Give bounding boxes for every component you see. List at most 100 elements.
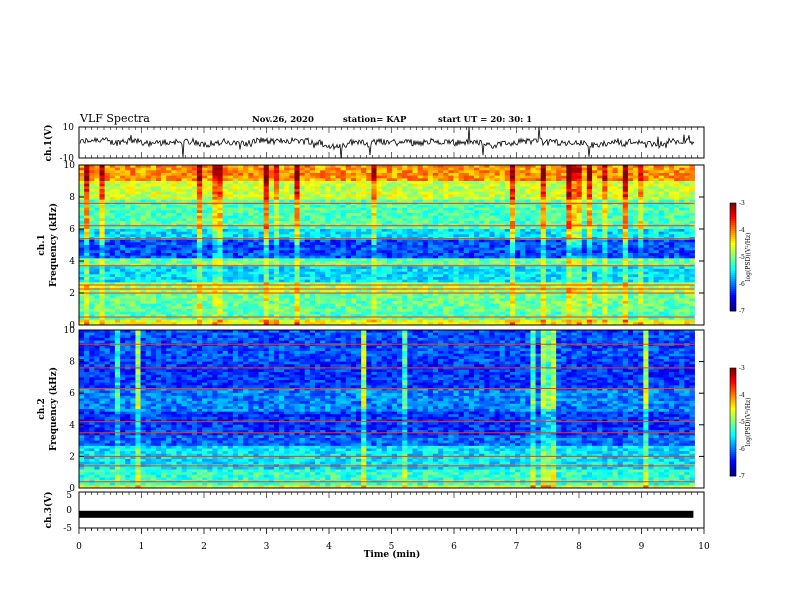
spectrogram-cell: [243, 167, 249, 171]
spectrogram-cell: [427, 266, 434, 270]
spectrogram-cell: [366, 194, 372, 198]
spectrogram-cell: [479, 239, 485, 243]
spectrogram-cell: [391, 271, 398, 275]
spectrogram-cell: [540, 229, 547, 232]
spectrogram-cell: [273, 247, 280, 251]
spectrogram-cell: [202, 247, 208, 251]
spectrogram-cell: [212, 229, 218, 232]
spectrogram-cell: [684, 231, 690, 235]
spectrogram-cell: [556, 173, 562, 176]
spectrogram-cell: [145, 258, 152, 262]
spectrogram-cell: [648, 178, 654, 182]
spectrogram-cell: [114, 274, 121, 278]
spectrogram-cell: [494, 266, 500, 270]
spectrogram-cell: [125, 213, 131, 216]
spectrogram-cell: [458, 207, 465, 211]
spectrogram-cell: [530, 266, 536, 270]
spectrogram-cell: [130, 247, 136, 251]
spectrogram-cell: [222, 175, 229, 179]
spectrogram-cell: [432, 234, 439, 238]
spectrogram-cell: [679, 218, 685, 222]
spectrogram-cell: [212, 186, 218, 190]
spectrogram-cell: [150, 218, 157, 222]
spectrogram-cell: [371, 229, 377, 232]
spectrogram-cell: [617, 271, 624, 275]
spectrogram-cell: [120, 226, 126, 230]
spectrogram-cell: [402, 197, 408, 200]
spectrogram-cell: [561, 247, 567, 251]
spectrogram-cell: [253, 173, 259, 176]
spectrogram-cell: [581, 165, 588, 168]
spectrogram-cell: [448, 231, 454, 235]
spectrogram-cell: [432, 173, 439, 176]
spectrogram-cell: [258, 173, 264, 176]
spectrogram-cell: [391, 231, 398, 235]
spectrogram-cell: [381, 213, 388, 216]
spectrogram-cell: [253, 189, 259, 192]
spectrogram-cell: [191, 234, 198, 238]
spectrogram-cell: [155, 266, 162, 270]
spectrogram-cell: [509, 223, 516, 227]
spectrogram-cell: [325, 221, 331, 224]
spectrogram-cell: [248, 250, 254, 254]
spectrogram-cell: [176, 263, 182, 267]
spectrogram-cell: [268, 210, 275, 214]
spectrogram-cell: [207, 239, 213, 243]
spectrogram-cell: [463, 255, 470, 259]
spectrogram-cell: [330, 261, 336, 264]
spectrogram-cell: [494, 189, 500, 192]
spectrogram-cell: [130, 261, 136, 264]
spectrogram-cell: [171, 269, 177, 272]
spectrogram-cell: [607, 207, 613, 211]
spectrogram-cell: [663, 255, 670, 259]
spectrogram-cell: [350, 255, 357, 259]
spectrogram-cell: [253, 210, 259, 214]
spectrogram-cell: [525, 245, 531, 248]
spectrogram-cell: [145, 239, 152, 243]
spectrogram-cell: [448, 194, 454, 198]
spectrogram-cell: [145, 191, 152, 195]
spectrogram-cell: [391, 242, 398, 246]
spectrogram-cell: [417, 239, 424, 243]
spectrogram-cell: [371, 170, 377, 174]
spectrogram-cell: [648, 245, 654, 248]
spectrogram-cell: [581, 191, 588, 195]
spectrogram-cell: [232, 165, 239, 168]
spectrogram-cell: [468, 258, 475, 262]
spectrogram-cell: [397, 167, 403, 171]
spectrogram-cell: [340, 189, 347, 192]
spectrogram-cell: [443, 261, 449, 264]
spectrogram-cell: [643, 191, 649, 195]
spectrogram-cell: [561, 167, 567, 171]
spectrogram-cell: [463, 167, 470, 171]
spectrogram-cell: [422, 234, 429, 238]
spectrogram-cell: [561, 194, 567, 198]
spectrogram-cell: [489, 205, 495, 208]
spectrogram-cell: [238, 191, 244, 195]
spectrogram-cell: [468, 271, 475, 275]
spectrogram-cell: [356, 173, 362, 176]
spectrogram-cell: [597, 239, 603, 243]
spectrogram-cell: [633, 167, 639, 171]
spectrogram-cell: [525, 229, 531, 232]
spectrogram-cell: [592, 255, 598, 259]
spectrogram-cell: [438, 226, 444, 230]
spectrogram-cell: [550, 253, 557, 256]
spectrogram-cell: [602, 207, 608, 211]
spectrogram-cell: [612, 170, 618, 174]
spectrogram-cell: [94, 250, 100, 254]
spectrogram-cell: [258, 247, 264, 251]
spectrogram-cell: [273, 189, 280, 192]
spectrogram-cell: [422, 239, 429, 243]
spectrogram-cell: [155, 183, 162, 187]
spectrogram-cell: [432, 183, 439, 187]
spectrogram-cell: [94, 245, 100, 248]
spectrogram-cell: [612, 271, 618, 275]
spectrogram-cell: [161, 178, 167, 182]
spectrogram-cell: [330, 239, 336, 243]
spectrogram-cell: [668, 263, 675, 267]
spectrogram-cell: [427, 173, 434, 176]
spectrogram-cell: [499, 255, 506, 259]
spectrogram-cell: [438, 255, 444, 259]
